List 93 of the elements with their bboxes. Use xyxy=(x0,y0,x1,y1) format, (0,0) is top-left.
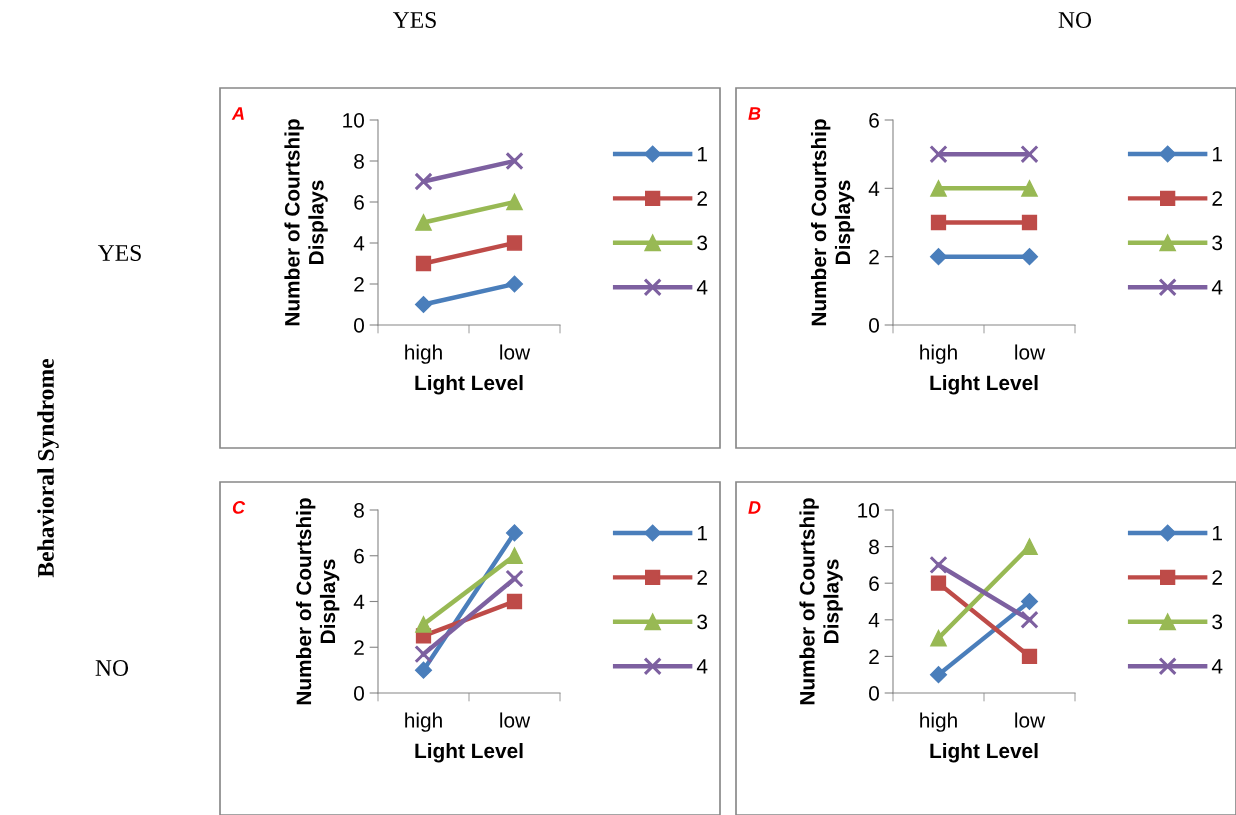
y-tick-label: 6 xyxy=(354,195,364,210)
point xyxy=(414,295,433,314)
y-tick-label: 0 xyxy=(354,686,364,701)
y-tick-label: 4 xyxy=(868,181,880,196)
legend-label: 1 xyxy=(1212,525,1222,541)
legend-label: 2 xyxy=(1212,191,1222,206)
y-tick-label: 2 xyxy=(354,277,364,292)
y-axis-title: Number of Courtship Displays xyxy=(284,119,328,326)
point xyxy=(1020,248,1039,266)
y-tick-label: 8 xyxy=(869,539,879,555)
legend-label: 3 xyxy=(1212,235,1223,251)
point xyxy=(505,151,524,171)
x-axis-title: Light Level xyxy=(415,742,523,763)
point xyxy=(930,629,947,647)
legend-label: 4 xyxy=(1211,659,1223,674)
y-axis-title: Number of Courtship Displays xyxy=(810,119,855,326)
point xyxy=(505,275,524,293)
point xyxy=(1020,610,1039,629)
point xyxy=(929,145,948,164)
point xyxy=(506,235,523,251)
y-tick-label: 6 xyxy=(869,113,879,128)
x-tick-label: high xyxy=(405,712,442,732)
point xyxy=(1020,592,1039,611)
y-tick-label: 2 xyxy=(869,249,879,265)
text: YES xyxy=(392,12,436,28)
chart-title: A xyxy=(231,107,244,120)
point xyxy=(415,214,432,231)
x-tick-label: low xyxy=(500,712,531,728)
x-tick-label: high xyxy=(920,344,957,364)
legend-label: 3 xyxy=(1212,614,1223,630)
x-tick-label: low xyxy=(1015,712,1046,728)
legend-label: 4 xyxy=(696,280,708,295)
legend-label: 2 xyxy=(697,570,707,585)
point xyxy=(1021,214,1038,231)
point xyxy=(929,555,948,575)
y-tick-label: 10 xyxy=(858,503,879,518)
point xyxy=(415,616,432,633)
point xyxy=(929,248,948,266)
text: NO xyxy=(95,660,129,676)
x-axis-title: Light Level xyxy=(930,374,1038,395)
point xyxy=(930,575,947,591)
legend-label: 1 xyxy=(697,525,707,541)
legend-label: 4 xyxy=(1211,280,1223,295)
chart-title: B xyxy=(748,107,761,120)
y-tick-label: 6 xyxy=(354,548,364,564)
legend-label: 2 xyxy=(697,191,707,206)
y-tick-label: 8 xyxy=(354,154,364,169)
y-tick-label: 6 xyxy=(869,576,879,591)
text: Behavioral Syndrome xyxy=(37,358,59,578)
x-axis-title: Light Level xyxy=(415,374,523,395)
point xyxy=(415,255,432,272)
text: YES xyxy=(97,245,141,261)
point xyxy=(506,547,523,565)
chart-title: D xyxy=(748,501,761,514)
point xyxy=(930,179,947,197)
point xyxy=(1021,648,1038,665)
point xyxy=(414,661,433,679)
legend-label: 1 xyxy=(697,146,707,162)
point xyxy=(930,214,947,231)
x-tick-label: high xyxy=(920,712,957,732)
chart-title: C xyxy=(232,501,246,514)
point xyxy=(506,593,523,610)
y-tick-label: 2 xyxy=(354,640,364,655)
y-tick-label: 0 xyxy=(869,318,879,333)
point xyxy=(1021,538,1038,555)
x-tick-label: low xyxy=(1015,344,1046,360)
y-tick-label: 2 xyxy=(869,649,879,664)
x-axis-title: Light Level xyxy=(930,742,1038,763)
point xyxy=(505,569,524,588)
y-tick-label: 8 xyxy=(354,503,364,518)
legend-label: 3 xyxy=(697,235,708,251)
legend-label: 2 xyxy=(1212,570,1222,585)
point xyxy=(414,172,433,191)
y-tick-label: 0 xyxy=(354,318,364,333)
point xyxy=(1020,145,1039,164)
y-axis-title: Number of Courtship Displays xyxy=(295,498,340,705)
point xyxy=(506,193,523,211)
y-tick-label: 0 xyxy=(869,686,879,701)
point xyxy=(929,666,948,684)
y-axis-title: Number of Courtship Displays xyxy=(799,498,843,705)
y-tick-label: 4 xyxy=(353,236,365,251)
legend-label: 3 xyxy=(697,614,708,630)
y-tick-label: 4 xyxy=(868,613,880,628)
y-tick-label: 4 xyxy=(353,594,365,610)
point xyxy=(505,524,524,542)
x-tick-label: high xyxy=(405,344,442,364)
y-tick-label: 10 xyxy=(343,113,364,128)
text: NO xyxy=(1058,12,1092,28)
x-tick-label: low xyxy=(500,344,531,360)
point xyxy=(1021,179,1038,197)
legend-label: 1 xyxy=(1212,146,1222,162)
point xyxy=(414,644,433,664)
legend-label: 4 xyxy=(696,659,708,674)
